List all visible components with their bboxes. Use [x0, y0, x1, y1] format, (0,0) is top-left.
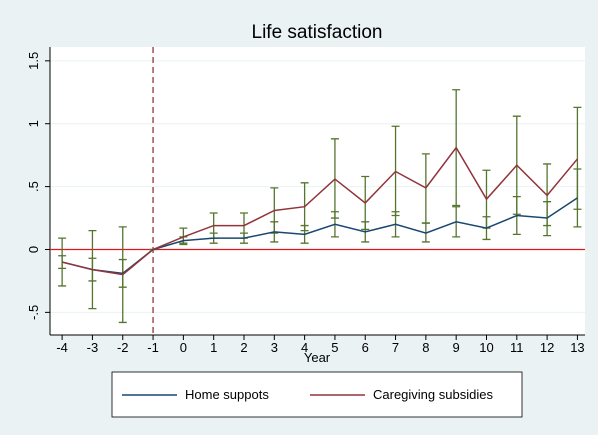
x-tick-label: 10: [479, 340, 493, 355]
x-tick-label: -3: [87, 340, 99, 355]
x-tick-label: 4: [301, 340, 308, 355]
x-tick-label: 11: [510, 340, 524, 355]
y-tick-label: -.5: [26, 305, 41, 320]
chart-title: Life satisfaction: [252, 22, 383, 43]
x-tick-label: 13: [570, 340, 584, 355]
legend-label: Home suppots: [185, 387, 269, 402]
x-tick-label: -1: [147, 340, 159, 355]
x-tick-label: 1: [210, 340, 217, 355]
x-tick-label: 8: [422, 340, 429, 355]
plot: -.50.511.5-4 -3 -2 -1 0 1 2 3 4 5 6 7 8 9 10 11 12 13: [26, 47, 585, 355]
x-tick-label: 3: [271, 340, 278, 355]
x-tick-label: 6: [362, 340, 369, 355]
x-tick-label: 2: [240, 340, 247, 355]
legend-label: Caregiving subsidies: [373, 387, 493, 402]
error-bar: [573, 106, 582, 210]
y-tick-label: 1: [26, 120, 41, 127]
plot-area: [50, 47, 585, 335]
legend-items: Home suppots Caregiving subsidies: [122, 387, 493, 402]
x-tick-label: 9: [453, 340, 460, 355]
series-line: [61, 146, 578, 276]
x-tick-label: -2: [117, 340, 129, 355]
y-tick-label: .5: [26, 181, 41, 192]
x-tick-label: 7: [392, 340, 399, 355]
y-tick-label: 0: [26, 246, 41, 253]
x-tick-label: 5: [331, 340, 338, 355]
y-tick-label: 1.5: [26, 52, 41, 70]
x-tick-label: -4: [56, 340, 68, 355]
x-axis-label: Year: [304, 350, 331, 365]
x-tick-label: 12: [540, 340, 554, 355]
x-tick-label: 0: [180, 340, 187, 355]
